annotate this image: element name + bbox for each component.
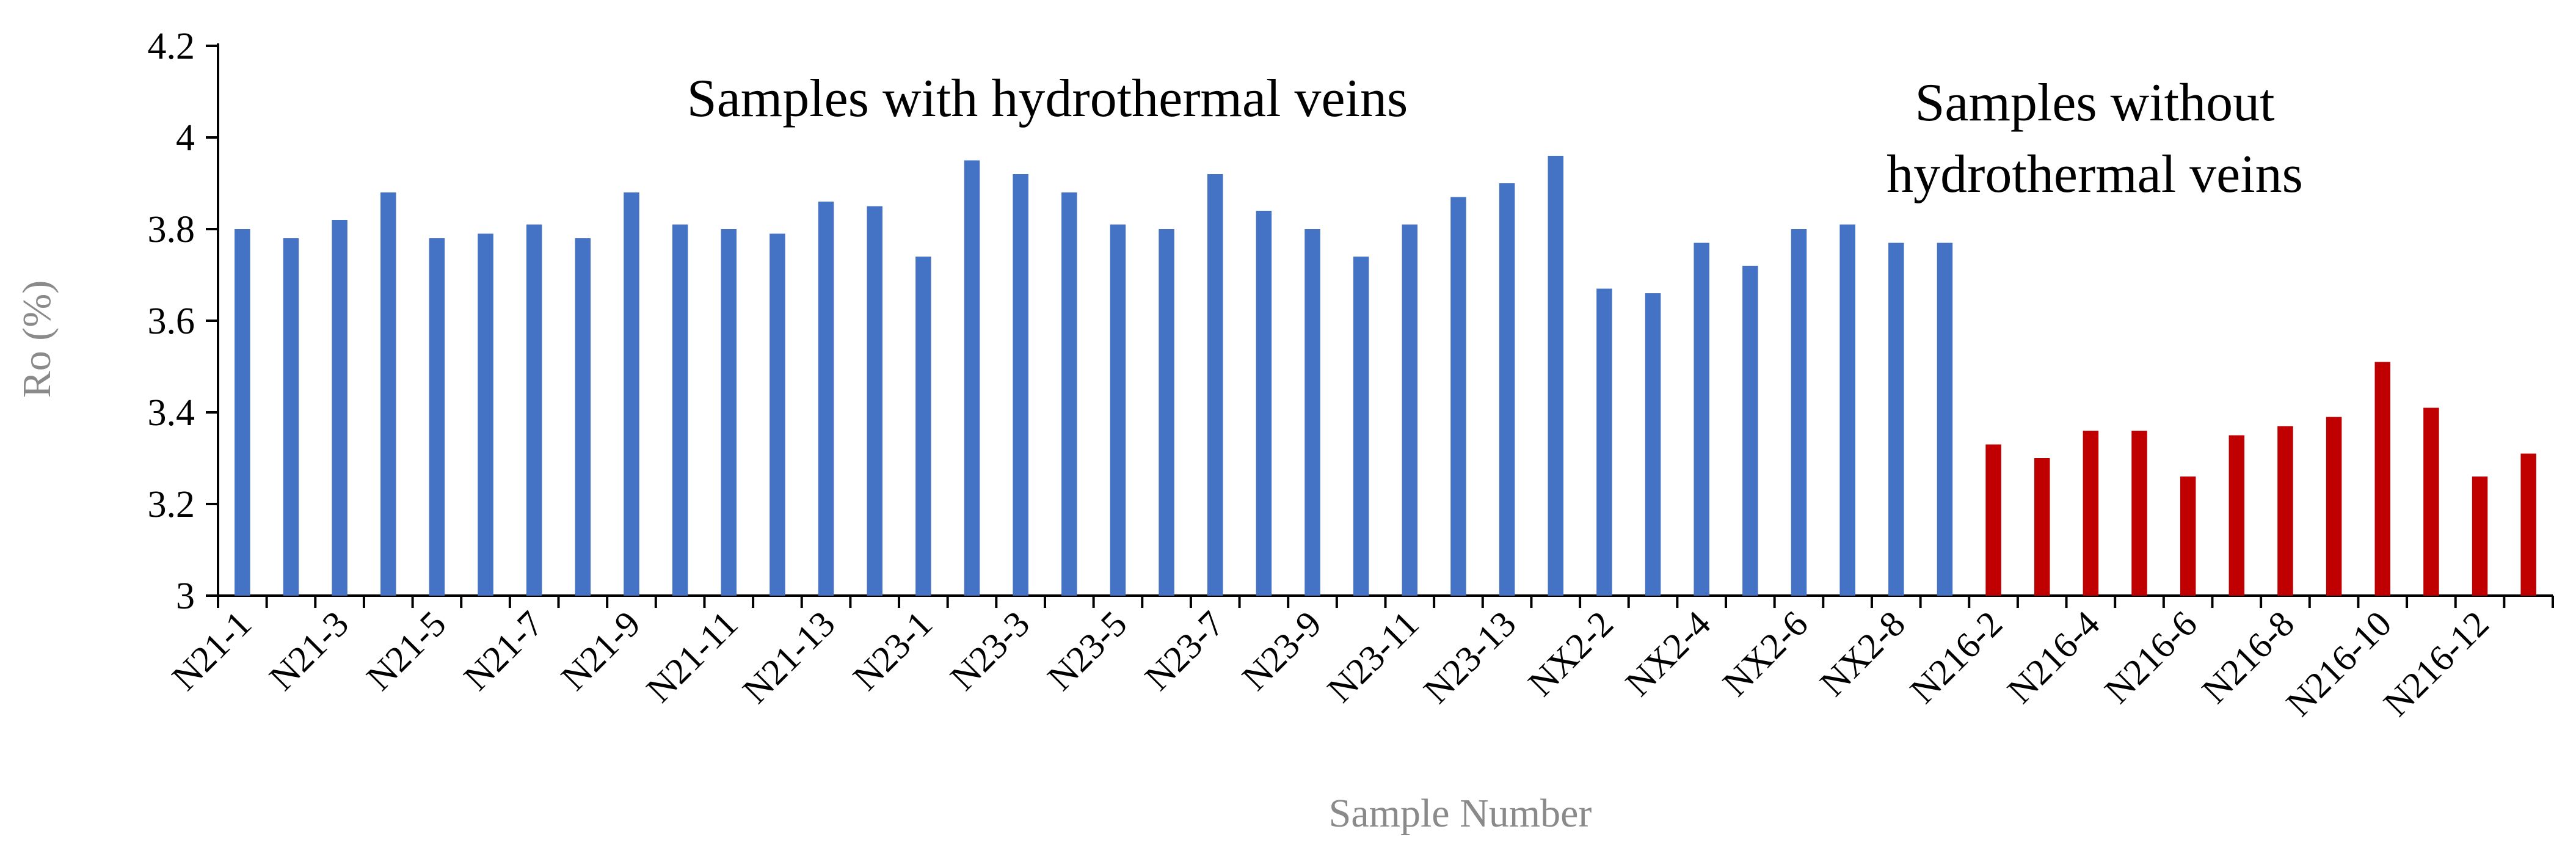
bar-N216-5 [2131,431,2147,596]
bar-N23-10 [1353,257,1369,596]
bar-N216-7 [2229,435,2245,596]
y-tick-label: 3 [176,575,195,617]
bar-N21-9 [624,192,639,596]
bar-N21-8 [575,238,591,596]
bar-N21-4 [380,192,396,596]
x-tick-label: N21-11 [639,604,746,710]
annotation-with-veins: Samples with hydrothermal veins [687,69,1408,128]
x-tick-label: N21-3 [261,604,356,698]
x-tick-label: N216-10 [2279,604,2400,725]
x-tick-label: N23-13 [1416,604,1524,711]
bar-N21-5 [429,238,445,596]
bar-NX2-3 [1645,293,1661,596]
bar-N23-2 [964,160,980,596]
x-tick-label: N216-2 [1902,604,2010,711]
bar-N21-6 [478,233,493,596]
bar-N21-11 [721,229,737,596]
x-tick-label: N23-1 [845,604,940,698]
bar-N23-13 [1499,183,1515,596]
x-tick-label: NX2-4 [1618,604,1719,704]
x-tick-label: N216-6 [2097,604,2205,711]
annotation-without-veins-line2: hydrothermal veins [1887,145,2303,204]
bar-NX2-7 [1839,224,1855,596]
bar-N23-4 [1061,192,1077,596]
x-tick-label: N21-7 [456,604,551,698]
bar-N23-6 [1159,229,1174,596]
y-tick-label: 3.6 [148,301,195,342]
bar-NX2-4 [1694,243,1709,596]
y-tick-label: 3.2 [148,484,195,525]
y-tick-label: 4 [176,117,195,159]
annotation-without-veins-line1: Samples without [1915,73,2274,133]
y-tick-label: 3.4 [148,392,195,434]
bar-NX2-2 [1596,288,1612,596]
x-tick-label: N21-5 [359,604,454,698]
bar-N216-10 [2374,362,2390,596]
y-tick-label: 3.8 [148,209,195,250]
bar-N21-10 [672,224,688,596]
x-tick-label: N23-3 [942,604,1037,698]
x-tick-label: N21-9 [553,604,648,698]
x-tick-label: N216-12 [2376,604,2497,725]
bars [235,156,2536,596]
bar-NX2-9 [1937,243,1953,596]
bar-N21-7 [526,224,542,596]
bar-NX2-5 [1742,266,1758,596]
bar-N21-1 [235,229,250,596]
bar-NX2-6 [1791,229,1807,596]
x-tick-label: N21-1 [164,604,259,698]
bar-NX2-8 [1888,243,1904,596]
y-axis [206,43,219,597]
x-axis [217,594,2554,608]
bar-N216-11 [2423,407,2439,596]
bar-N23-12 [1450,197,1466,596]
bar-N21-14 [867,206,882,596]
x-axis-title: Sample Number [1329,791,1592,836]
bar-N216-13 [2520,453,2536,596]
x-tick-label: NX2-6 [1715,604,1816,704]
bar-N216-4 [2083,431,2099,596]
y-axis-title: Ro (%) [15,280,59,398]
bar-N23-5 [1110,224,1126,596]
bar-N23-3 [1013,174,1028,596]
x-tick-label: N23-9 [1234,604,1329,698]
bar-N23-7 [1207,174,1223,596]
y-tick-label: 4.2 [148,26,195,67]
bar-N216-6 [2180,477,2196,596]
bar-N216-2 [1985,444,2001,596]
bar-N21-13 [818,202,834,596]
bar-N23-14 [1548,156,1564,596]
bar-N23-1 [915,257,931,596]
bar-N23-9 [1304,229,1320,596]
bar-N21-3 [332,220,347,596]
bar-N216-8 [2277,426,2293,596]
x-tick-label: N216-4 [1999,604,2107,711]
bar-N23-11 [1402,224,1418,596]
bar-N216-9 [2326,417,2342,596]
bar-N21-2 [283,238,299,596]
y-tick-labels: 3 3.2 3.4 3.6 3.8 4 4.2 [148,26,195,617]
bar-N21-12 [770,233,785,596]
x-tick-label: N23-11 [1320,604,1427,710]
x-tick-label: NX2-2 [1521,604,1621,704]
bar-N23-8 [1256,211,1272,596]
x-tick-label: NX2-8 [1812,604,1913,704]
bar-N216-3 [2034,458,2050,596]
x-tick-label: N23-5 [1040,604,1135,698]
bar-N216-12 [2472,477,2488,596]
x-tick-label: N23-7 [1137,604,1232,698]
x-tick-label: N21-13 [735,604,842,711]
